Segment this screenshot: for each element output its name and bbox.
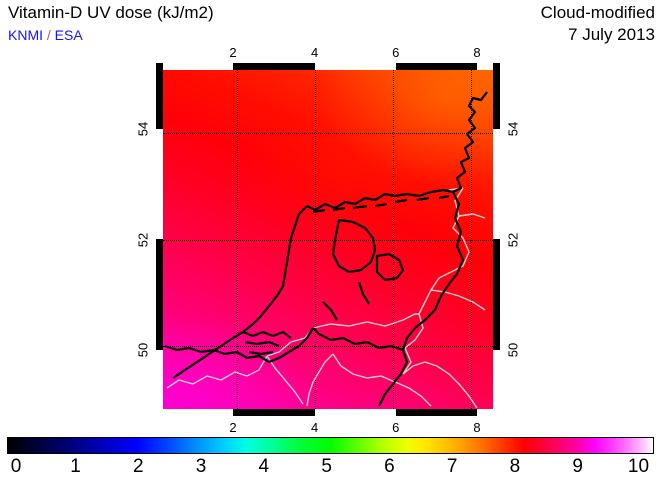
colorbar-tick-7: 7 <box>446 456 458 477</box>
lat-tick-left-54: 54 <box>135 121 151 136</box>
map-frame-left <box>156 63 163 416</box>
colorbar-tick-10: 10 <box>627 456 650 477</box>
map-geography-overlay <box>164 91 488 409</box>
mode-label: Cloud-modified <box>540 3 655 22</box>
lon-tick-bottom-6: 6 <box>392 420 400 435</box>
colorbar-tick-5: 5 <box>321 456 332 477</box>
colorbar-tick-8: 8 <box>509 456 521 477</box>
map-frame-bottom <box>156 409 500 416</box>
coastline <box>164 91 488 407</box>
page-title: Vitamin-D UV dose (kJ/m2) <box>8 3 214 22</box>
map-frame-top <box>156 63 500 70</box>
credit-separator: / <box>46 27 51 43</box>
credit-line: KNMI / ESA <box>8 27 83 44</box>
lon-tick-bottom-4: 4 <box>310 420 319 435</box>
lat-tick-left-50: 50 <box>135 343 151 358</box>
lon-tick-top-8: 8 <box>473 45 481 60</box>
colorbar-tick-labels: 0 1 2 3 4 5 6 7 8 9 10 <box>7 456 654 478</box>
lon-tick-top-2: 2 <box>229 45 237 60</box>
colorbar-gradient <box>7 437 654 454</box>
colorbar-legend: 0 1 2 3 4 5 6 7 8 9 10 <box>7 437 654 478</box>
lon-tick-top-4: 4 <box>310 45 319 60</box>
map-frame-right <box>493 63 500 416</box>
map-plot-area <box>163 70 493 409</box>
colorbar-tick-4: 4 <box>258 456 270 477</box>
lat-tick-right-54: 54 <box>505 121 521 136</box>
credit-knmi: KNMI <box>8 27 43 43</box>
credit-esa: ESA <box>54 27 83 43</box>
lat-tick-left-52: 52 <box>135 232 151 247</box>
lon-tick-bottom-8: 8 <box>473 420 481 435</box>
colorbar-tick-0: 0 <box>10 456 22 477</box>
map-figure: 2 4 6 8 2 4 6 8 54 52 50 54 52 50 <box>136 46 521 434</box>
lon-tick-bottom-2: 2 <box>229 420 237 435</box>
country-borders <box>166 187 486 409</box>
lat-tick-right-52: 52 <box>505 232 521 247</box>
colorbar-tick-6: 6 <box>384 456 395 477</box>
lat-tick-right-50: 50 <box>505 343 521 358</box>
colorbar-tick-3: 3 <box>195 456 207 477</box>
colorbar-tick-9: 9 <box>572 456 583 477</box>
lon-tick-top-6: 6 <box>392 45 400 60</box>
colorbar-tick-1: 1 <box>70 456 81 477</box>
colorbar-tick-2: 2 <box>133 456 144 477</box>
date-label: 7 July 2013 <box>568 25 655 44</box>
